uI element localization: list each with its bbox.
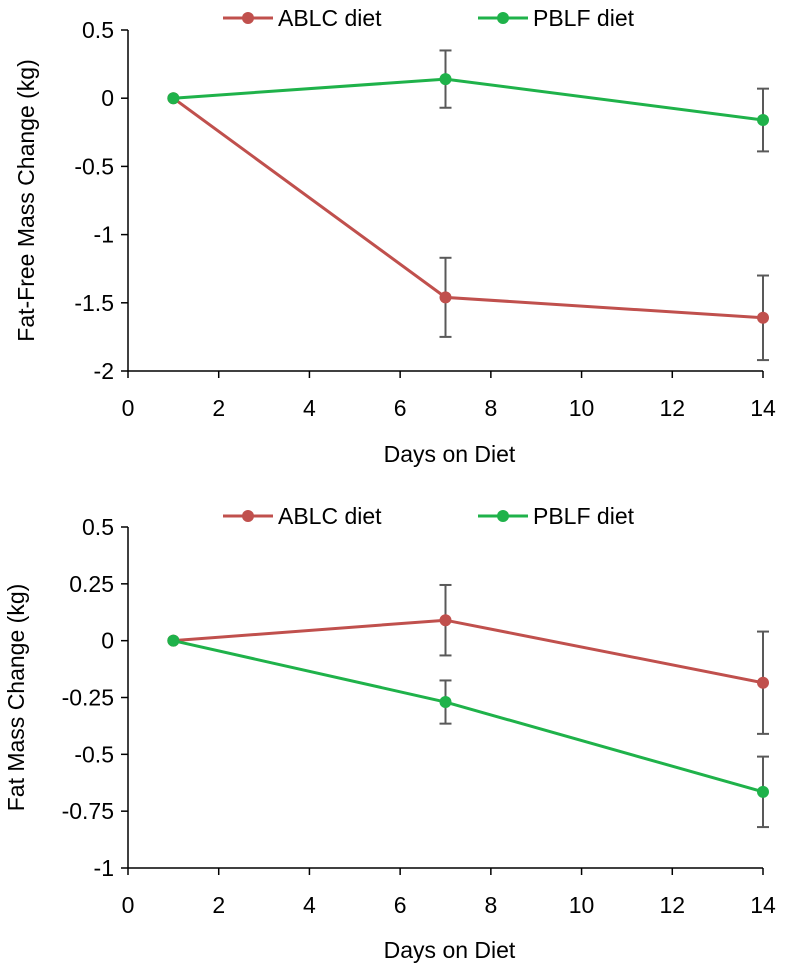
y-tick-label: 0	[101, 85, 114, 111]
y-tick-label: -2	[94, 358, 114, 384]
data-point	[439, 696, 452, 709]
y-axis-title: Fat-Free Mass Change (kg)	[13, 59, 39, 341]
data-point	[757, 676, 769, 689]
y-tick-label: 0.5	[82, 514, 114, 540]
chart-1: 0.5 0 -0.5 -1 -1.5 -2 0 2 4 6 8 10 12 14 Days on Diet F…	[13, 5, 776, 467]
legend-entry: ABLC diet	[223, 5, 382, 31]
y-tick-label: 0	[101, 628, 114, 654]
x-axis-title: Days on Diet	[384, 441, 516, 467]
series-line	[173, 77, 764, 122]
legend-label: ABLC diet	[278, 503, 382, 529]
data-point	[167, 634, 180, 647]
x-tick-label: 2	[212, 395, 225, 421]
x-tick-label: 10	[569, 395, 595, 421]
legend-entry: PBLF diet	[478, 5, 635, 31]
x-tick-label: 12	[659, 892, 685, 918]
data-point	[439, 614, 452, 627]
series-pblf-diet	[167, 49, 769, 153]
y-tick-label: -1	[94, 222, 114, 248]
y-tick-label: -0.75	[62, 798, 114, 824]
legend-label: ABLC diet	[278, 5, 382, 31]
x-tick-label: 8	[484, 395, 497, 421]
y-tick-label: -0.25	[62, 685, 114, 711]
legend-entry: ABLC diet	[223, 503, 382, 529]
y-tick-label: -1	[94, 855, 114, 881]
series-line	[172, 96, 764, 320]
legend-label: PBLF diet	[533, 5, 635, 31]
legend-marker	[497, 510, 509, 522]
x-tick-label: 4	[303, 395, 316, 421]
data-point	[757, 785, 769, 798]
data-point	[757, 311, 769, 324]
series-ablc-diet	[167, 92, 769, 362]
data-point	[439, 291, 452, 304]
y-tick-label: -0.5	[74, 153, 114, 179]
data-point	[439, 73, 452, 86]
y-tick-label: -1.5	[74, 290, 114, 316]
legend-label: PBLF diet	[533, 503, 635, 529]
x-tick-label: 2	[212, 892, 225, 918]
x-tick-label: 10	[569, 892, 595, 918]
y-tick-label: -0.5	[74, 741, 114, 767]
x-tick-label: 4	[303, 892, 316, 918]
series-line	[173, 618, 764, 685]
x-tick-label: 8	[484, 892, 497, 918]
data-point	[757, 114, 769, 127]
x-tick-label: 12	[659, 395, 685, 421]
x-axis-title: Days on Diet	[384, 937, 516, 963]
x-tick-label: 0	[122, 892, 135, 918]
y-tick-label: 0.25	[69, 571, 114, 597]
y-axis-title: Fat Mass Change (kg)	[3, 584, 29, 812]
legend-entry: PBLF diet	[478, 503, 635, 529]
series-line	[173, 639, 764, 794]
series-pblf-diet	[167, 634, 769, 829]
chart-2: 0.5 0.25 0 -0.25 -0.5 -0.75 -1 0 2 4 6 8 10 12 14 Days …	[3, 503, 776, 963]
legend-marker	[242, 510, 254, 522]
legend-marker	[497, 12, 509, 24]
x-tick-label: 6	[394, 395, 407, 421]
x-tick-label: 0	[122, 395, 135, 421]
x-tick-label: 14	[750, 395, 776, 421]
x-tick-label: 6	[394, 892, 407, 918]
y-tick-label: 0.5	[82, 17, 114, 43]
legend-marker	[242, 12, 254, 24]
data-point	[167, 92, 180, 105]
x-tick-label: 14	[750, 892, 776, 918]
